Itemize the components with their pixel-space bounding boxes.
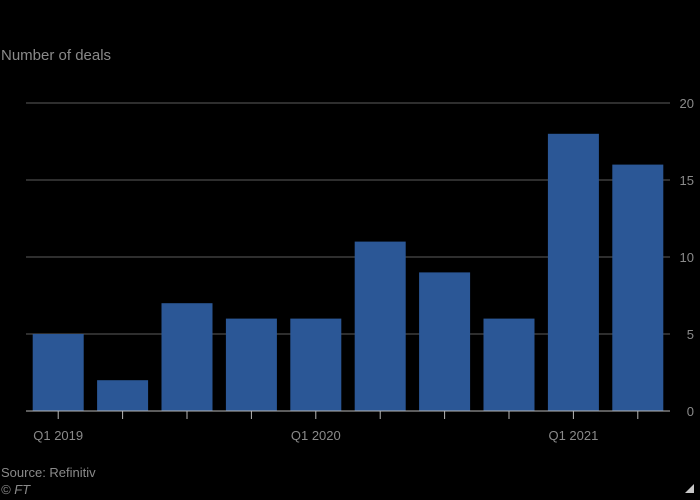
y-axis-title: Number of deals [1,47,112,64]
bar [97,380,149,411]
y-tick-label: 5 [687,327,694,342]
bar [161,303,213,411]
x-tick-label: Q1 2020 [291,428,341,443]
x-axis: Q1 2019 Q1 2020 Q1 2021 [26,410,670,443]
bar [419,272,471,411]
y-axis-ticks: 0 5 10 15 20 [680,96,694,419]
x-tick-label: Q1 2021 [548,428,598,443]
bar [354,241,406,411]
y-tick-label: 20 [680,96,694,111]
bar [483,318,535,411]
source-note: Source: Refinitiv [1,465,96,480]
y-tick-label: 10 [680,250,694,265]
bars [32,133,664,412]
bar [225,318,277,411]
y-tick-label: 0 [687,404,694,419]
y-tick-label: 15 [680,173,694,188]
corner-triangle-icon [685,484,694,493]
bar [290,318,342,411]
copyright-note: © FT [1,482,31,497]
bar [32,334,84,411]
x-tick-label: Q1 2019 [33,428,83,443]
bar [547,133,599,412]
bar [612,164,664,411]
